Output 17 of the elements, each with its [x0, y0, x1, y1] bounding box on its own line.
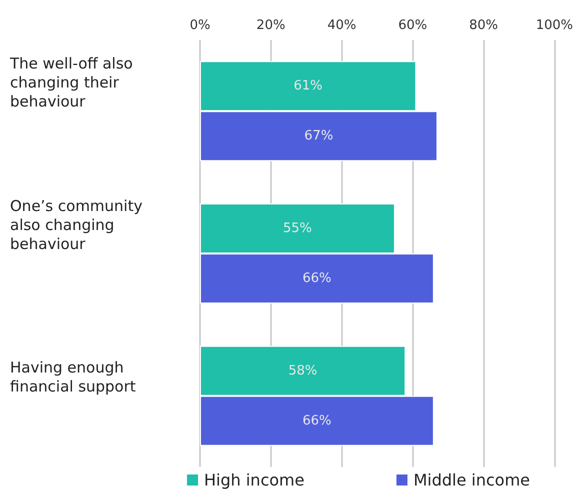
- y-tick-label: One’s community also changing behaviour: [10, 197, 148, 253]
- legend-label: High income: [204, 470, 304, 490]
- x-tick-label: 60%: [398, 18, 428, 33]
- data-label: 55%: [283, 221, 312, 236]
- x-tick-label: 0%: [190, 18, 210, 33]
- x-tick-label: 20%: [256, 18, 286, 33]
- data-label: 66%: [302, 271, 332, 286]
- data-label: 66%: [302, 413, 332, 428]
- data-label: 58%: [288, 363, 318, 378]
- x-tick-label: 40%: [327, 18, 356, 33]
- data-label: 61%: [294, 78, 323, 94]
- x-tick-label: 100%: [536, 18, 574, 33]
- legend-label: Middle income: [413, 470, 530, 490]
- data-label: 67%: [304, 128, 334, 144]
- y-tick-label: The well-off also changing their behaviour: [9, 54, 138, 111]
- x-tick-label: 80%: [469, 18, 498, 33]
- y-tick-label: Having enough financial support: [10, 358, 136, 396]
